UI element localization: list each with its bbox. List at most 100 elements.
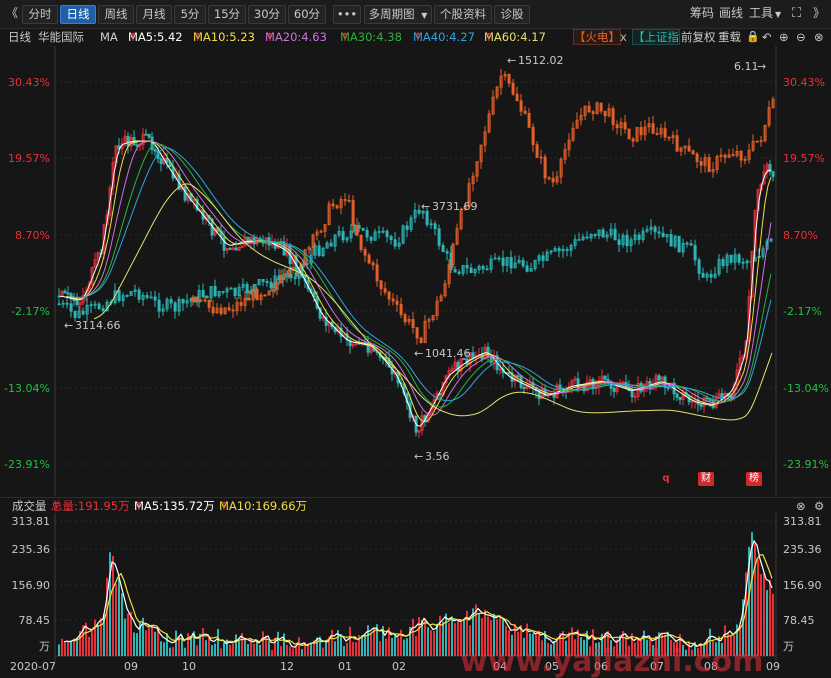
compare-index-tag[interactable]: 【上证指	[632, 29, 680, 45]
volume-bar	[337, 629, 339, 656]
sector-candle	[539, 156, 543, 159]
index-candle	[557, 248, 561, 252]
index-candle	[617, 239, 621, 245]
fullscreen-icon[interactable]: ⛶	[792, 6, 802, 21]
sector-candle	[355, 224, 359, 236]
sector-candle	[747, 149, 751, 160]
tools-menu[interactable]: 工具 ▼	[749, 5, 781, 22]
volume-ma-lines	[63, 539, 773, 648]
x-label: 02	[392, 660, 406, 673]
volume-bar	[370, 632, 372, 656]
index-candle	[133, 289, 137, 292]
forward-button[interactable]: 》	[813, 6, 826, 20]
volume-bar	[523, 637, 525, 656]
volume-bar	[481, 618, 483, 656]
annotation-high-price: 6.11	[734, 60, 759, 73]
diagnose-button[interactable]: 诊股	[494, 5, 530, 24]
volume-bar	[619, 635, 621, 656]
volume-bar	[760, 574, 762, 656]
multi-period-dropdown[interactable]: 多周期图 ▼	[364, 5, 432, 24]
lock-icon[interactable]: 🔒	[746, 30, 760, 43]
zoom-in-icon[interactable]: ⊕	[779, 30, 789, 44]
tab-intraday[interactable]: 分时	[22, 5, 58, 24]
close-volume-icon[interactable]: ⊗	[796, 499, 806, 513]
forward-adjust-button[interactable]: 前复权	[681, 30, 716, 44]
volume-bar	[592, 629, 594, 656]
index-candle	[409, 217, 413, 230]
index-candle	[269, 282, 273, 289]
volume-bar	[604, 632, 606, 656]
index-candle	[673, 235, 677, 247]
volume-bar	[373, 627, 375, 656]
tab-daily[interactable]: 日线	[60, 5, 96, 24]
main-kline-chart[interactable]: 30.43% 19.57% 8.70% -2.17% -13.04% -23.9…	[0, 46, 831, 496]
stock-candle	[654, 375, 658, 386]
stock-candle	[291, 255, 295, 265]
sector-candle	[771, 98, 775, 108]
index-candle	[65, 302, 69, 305]
tab-5min[interactable]: 5分	[174, 5, 206, 24]
volume-bar	[739, 625, 741, 656]
zoom-out-icon[interactable]: ⊖	[796, 30, 806, 44]
index-candle	[489, 258, 493, 270]
volume-bar	[403, 639, 405, 656]
vol-y-label: 313.81	[12, 515, 51, 528]
volume-bar	[577, 629, 579, 656]
sector-candle	[275, 282, 279, 291]
sector-candle	[535, 144, 539, 158]
sector-candle	[639, 127, 643, 136]
reload-button[interactable]: 重载	[718, 30, 741, 44]
volume-bar	[304, 642, 306, 656]
tab-60min[interactable]: 60分	[288, 5, 326, 24]
sector-candle	[643, 126, 647, 136]
volume-bar	[511, 634, 513, 656]
index-candle	[85, 304, 89, 315]
volume-bar	[724, 625, 726, 656]
event-marker-financial[interactable]: 财	[698, 472, 714, 486]
volume-bar	[484, 609, 486, 656]
stock-candle	[66, 292, 70, 295]
volume-bar	[295, 646, 297, 656]
volume-chart[interactable]: 313.81 235.36 156.90 78.45 万 313.81 235.…	[0, 513, 831, 678]
index-candle	[221, 290, 225, 293]
tab-weekly[interactable]: 周线	[98, 5, 134, 24]
index-candle	[397, 242, 401, 247]
kline-svg: 30.43% 19.57% 8.70% -2.17% -13.04% -23.9…	[4, 46, 829, 496]
tab-30min[interactable]: 30分	[248, 5, 286, 24]
sector-candle	[303, 249, 307, 266]
more-periods-button[interactable]: •••	[333, 5, 361, 24]
tab-15min[interactable]: 15分	[208, 5, 246, 24]
sector-candle	[611, 108, 615, 126]
compare-sector-tag[interactable]: 【火电】	[573, 29, 621, 45]
sector-candle	[503, 74, 507, 77]
index-candle	[469, 267, 473, 273]
volume-bar	[655, 636, 657, 656]
volume-bar	[343, 646, 345, 656]
volume-bar	[607, 631, 609, 656]
index-candle	[705, 273, 709, 278]
period-toolbar: 《 分时 日线 周线 月线 5分 15分 30分 60分 ••• 多周期图 ▼ …	[0, 0, 831, 29]
sector-candle	[447, 264, 451, 285]
back-button[interactable]: 《	[6, 6, 19, 20]
y-label-left: 19.57%	[8, 152, 50, 165]
event-marker-q[interactable]: q	[662, 473, 670, 484]
index-candle	[241, 283, 245, 288]
gear-icon[interactable]: ⚙	[814, 499, 825, 513]
index-candle	[233, 287, 237, 296]
vol-y-label: 156.90	[12, 579, 51, 592]
stock-info-button[interactable]: 个股资料	[434, 5, 492, 24]
undo-icon[interactable]: ↶	[762, 30, 772, 44]
close-icon[interactable]: x	[620, 30, 627, 44]
stock-candle	[366, 342, 370, 353]
index-candle	[549, 250, 553, 253]
x-label: 07	[650, 660, 664, 673]
chips-button[interactable]: 筹码	[690, 6, 715, 20]
tab-monthly[interactable]: 月线	[136, 5, 172, 24]
index-candle	[601, 229, 605, 238]
close-panel-icon[interactable]: ⊗	[814, 30, 824, 44]
draw-line-button[interactable]: 画线	[719, 6, 744, 20]
sector-candle	[427, 319, 431, 322]
sector-candle	[767, 107, 771, 126]
sector-candle	[607, 108, 611, 117]
event-marker-ranking[interactable]: 榜	[746, 472, 762, 486]
